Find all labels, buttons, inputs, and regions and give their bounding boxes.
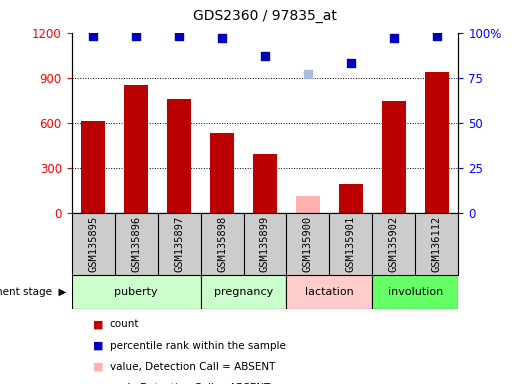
Point <box>218 35 226 41</box>
Text: GSM135895: GSM135895 <box>88 216 98 272</box>
Point <box>432 33 441 39</box>
Bar <box>167 99 191 213</box>
Text: GSM135896: GSM135896 <box>131 216 141 272</box>
Bar <box>373 275 458 309</box>
Text: GDS2360 / 97835_at: GDS2360 / 97835_at <box>193 9 337 23</box>
Bar <box>425 72 449 213</box>
Text: percentile rank within the sample: percentile rank within the sample <box>110 341 286 351</box>
Bar <box>296 196 320 213</box>
Point <box>89 33 98 39</box>
Point <box>175 33 183 39</box>
Point <box>347 60 355 66</box>
Text: GSM135897: GSM135897 <box>174 216 184 272</box>
Text: GSM136112: GSM136112 <box>432 216 442 272</box>
Bar <box>200 275 287 309</box>
Text: involution: involution <box>388 287 443 297</box>
Bar <box>253 154 277 213</box>
Bar <box>72 275 200 309</box>
Bar <box>124 84 148 213</box>
Bar <box>210 133 234 213</box>
Text: rank, Detection Call = ABSENT: rank, Detection Call = ABSENT <box>110 383 270 384</box>
Text: GSM135898: GSM135898 <box>217 216 227 272</box>
Text: ■: ■ <box>93 341 103 351</box>
Point <box>261 53 269 59</box>
Text: ■: ■ <box>93 319 103 329</box>
Text: value, Detection Call = ABSENT: value, Detection Call = ABSENT <box>110 362 275 372</box>
Text: lactation: lactation <box>305 287 354 297</box>
Bar <box>287 275 373 309</box>
Bar <box>382 101 406 213</box>
Text: ■: ■ <box>93 383 103 384</box>
Text: count: count <box>110 319 139 329</box>
Text: GSM135899: GSM135899 <box>260 216 270 272</box>
Point <box>132 33 140 39</box>
Point <box>304 71 312 77</box>
Text: ■: ■ <box>93 362 103 372</box>
Text: puberty: puberty <box>114 287 158 297</box>
Bar <box>81 121 105 213</box>
Text: GSM135901: GSM135901 <box>346 216 356 272</box>
Text: GSM135902: GSM135902 <box>389 216 399 272</box>
Bar <box>339 184 363 213</box>
Text: GSM135900: GSM135900 <box>303 216 313 272</box>
Text: development stage  ▶: development stage ▶ <box>0 287 66 297</box>
Text: pregnancy: pregnancy <box>214 287 273 297</box>
Point <box>390 35 398 41</box>
